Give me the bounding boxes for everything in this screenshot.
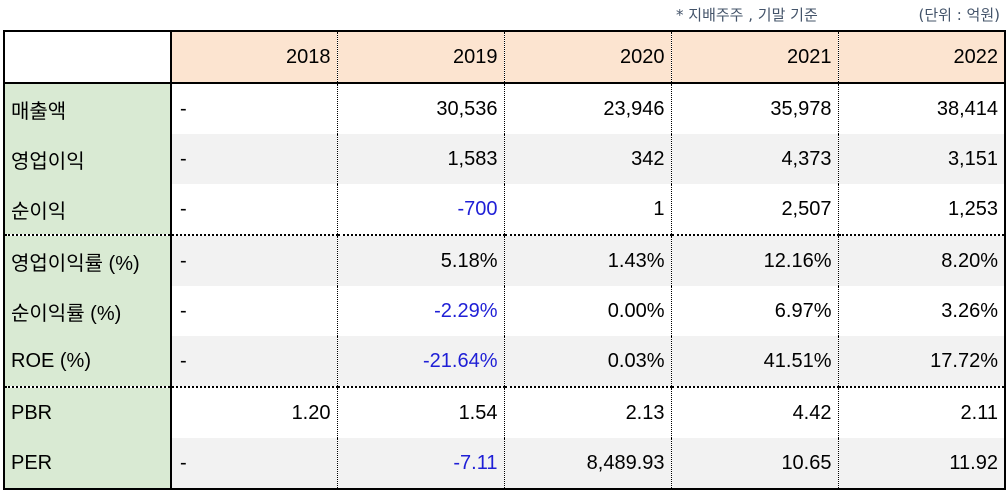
data-cell: - [171, 134, 338, 184]
table-row: ROE (%) - -21.64% 0.03% 41.51% 17.72% [3, 336, 1006, 387]
data-cell: - [171, 184, 338, 235]
data-cell: -21.64% [337, 336, 505, 387]
table-row: 매출액 -30,536 23,946 35,978 38,414 [3, 83, 1006, 134]
data-cell: 1.54 [337, 386, 505, 438]
data-cell: 35,978 [671, 83, 839, 134]
corner-cell [3, 30, 172, 84]
data-cell: 11.92 [838, 438, 1006, 490]
year-header: 2022 [838, 30, 1006, 84]
data-cell: 1,583 [337, 134, 505, 184]
data-cell: 38,414 [838, 83, 1006, 134]
row-label: PBR [3, 386, 172, 438]
data-cell: 3.26% [838, 286, 1006, 336]
data-cell: 8.20% [838, 234, 1006, 286]
data-cell: 17.72% [838, 336, 1006, 387]
row-label: 영업이익 [3, 134, 172, 184]
data-cell: 3,151 [838, 134, 1006, 184]
row-label: PER [3, 438, 172, 490]
data-cell: 342 [504, 134, 672, 184]
data-cell: -2.29% [337, 286, 505, 336]
row-label: 순이익 [3, 184, 172, 235]
data-cell: 2,507 [671, 184, 839, 235]
row-label: 영업이익률 (%) [3, 234, 172, 286]
row-label: 순이익률 (%) [3, 286, 172, 336]
data-cell: 1.20 [171, 386, 338, 438]
data-cell: 6.97% [671, 286, 839, 336]
data-cell: -700 [337, 184, 505, 235]
year-header: 2021 [671, 30, 839, 84]
data-cell: 0.00% [504, 286, 672, 336]
unit-note: (단위 : 억원) [918, 6, 1001, 24]
table-row: 영업이익 -1,583 342 4,373 3,151 [3, 134, 1006, 184]
data-cell: - [171, 336, 338, 387]
header-row: 2018 2019 2020 2021 2022 [3, 30, 1006, 84]
year-header: 2019 [337, 30, 505, 84]
table-row: PBR 1.20 1.54 2.13 4.42 2.11 [3, 386, 1006, 438]
table-row: PER - -7.11 8,489.93 10.65 11.92 [3, 438, 1006, 490]
data-cell: 1,253 [838, 184, 1006, 235]
data-cell: -7.11 [337, 438, 505, 490]
data-cell: 4.42 [671, 386, 839, 438]
table-row: 순이익 - -700 1 2,507 1,253 [3, 184, 1006, 235]
basis-note: * 지배주주 , 기말 기준 [676, 6, 818, 24]
data-cell: - [171, 286, 338, 336]
data-cell: 41.51% [671, 336, 839, 387]
data-cell: - [171, 234, 338, 286]
financial-table: 2018 2019 2020 2021 2022 매출액 -30,536 23,94… [3, 30, 1006, 490]
data-cell: 30,536 [337, 83, 505, 134]
data-cell: 1 [504, 184, 672, 235]
data-cell: 0.03% [504, 336, 672, 387]
table-row: 영업이익률 (%) -5.18% 1.43% 12.16% 8.20% [3, 234, 1006, 286]
data-cell: 2.11 [838, 386, 1006, 438]
year-header: 2018 [171, 30, 338, 84]
data-cell: 12.16% [671, 234, 839, 286]
data-cell: 2.13 [504, 386, 672, 438]
row-label: ROE (%) [3, 336, 172, 387]
data-cell: 5.18% [337, 234, 505, 286]
data-cell: 4,373 [671, 134, 839, 184]
year-header: 2020 [504, 30, 672, 84]
table-row: 순이익률 (%) - -2.29% 0.00% 6.97% 3.26% [3, 286, 1006, 336]
data-cell: 23,946 [504, 83, 672, 134]
data-cell: 1.43% [504, 234, 672, 286]
data-cell: - [171, 438, 338, 490]
row-label: 매출액 [3, 83, 172, 134]
data-cell: 10.65 [671, 438, 839, 490]
data-cell: 8,489.93 [504, 438, 672, 490]
data-cell: - [171, 83, 338, 134]
